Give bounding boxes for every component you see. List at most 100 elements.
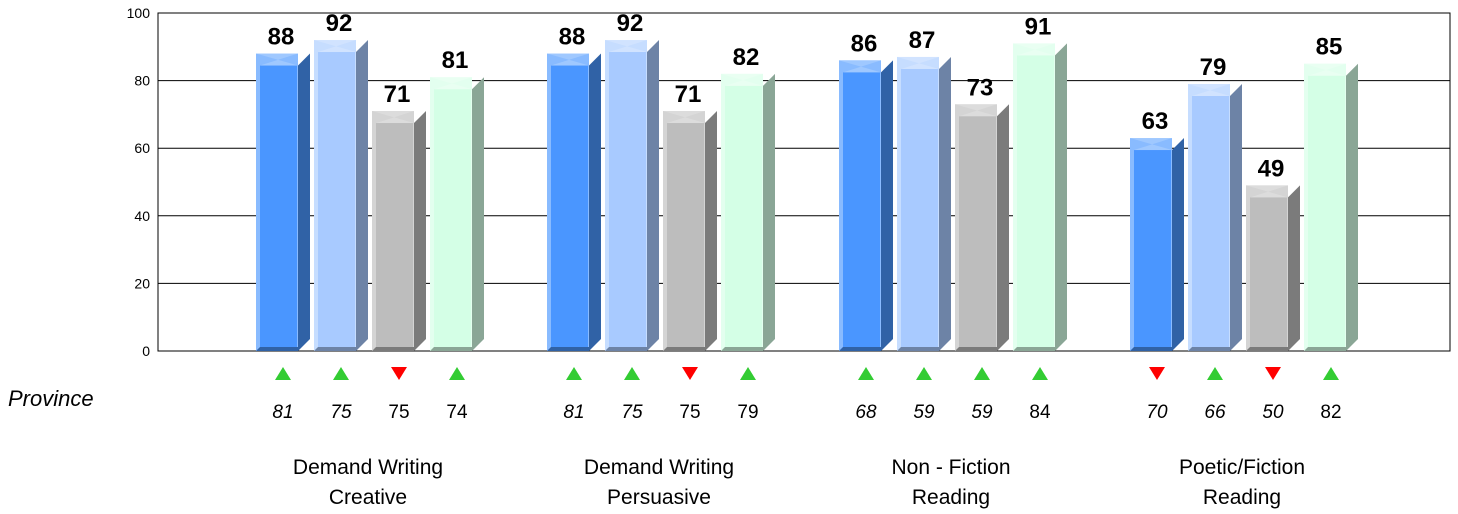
bar-value-label: 92 bbox=[617, 10, 644, 37]
bar-bottom bbox=[663, 347, 705, 351]
bar-side bbox=[1288, 185, 1300, 351]
bar-side bbox=[705, 111, 717, 352]
bar-bottom bbox=[721, 347, 763, 351]
bar bbox=[839, 60, 893, 351]
bar-bottom bbox=[256, 347, 298, 351]
bar-inner bbox=[260, 65, 297, 347]
up-arrow-icon bbox=[916, 367, 932, 380]
province-value: 74 bbox=[446, 402, 468, 423]
bar bbox=[1130, 138, 1184, 351]
bar-side bbox=[472, 77, 484, 351]
down-arrow-icon bbox=[1265, 367, 1281, 380]
up-arrow-icon bbox=[624, 367, 640, 380]
bar-side bbox=[589, 53, 601, 352]
category-label: Persuasive bbox=[607, 486, 711, 509]
bar-value-label: 86 bbox=[851, 30, 878, 57]
bar bbox=[721, 73, 775, 351]
up-arrow-icon bbox=[858, 367, 874, 380]
bar-bevel-top bbox=[547, 53, 589, 66]
category-label: Reading bbox=[912, 486, 990, 509]
bar-bevel-top bbox=[430, 77, 472, 90]
bar bbox=[1188, 83, 1242, 351]
category-label: Creative bbox=[329, 486, 407, 509]
bar-bevel-top bbox=[1304, 63, 1346, 76]
bar bbox=[314, 40, 368, 351]
bar-bottom bbox=[1188, 347, 1230, 351]
bar-inner bbox=[1134, 150, 1171, 347]
bar-bottom bbox=[430, 347, 472, 351]
province-value: 59 bbox=[913, 402, 935, 423]
y-tick-label: 60 bbox=[134, 140, 150, 156]
up-arrow-icon bbox=[449, 367, 465, 380]
province-value: 68 bbox=[855, 402, 877, 423]
province-value: 59 bbox=[971, 402, 993, 423]
bar-value-label: 63 bbox=[1142, 108, 1169, 135]
bar-value-label: 92 bbox=[326, 10, 353, 37]
province-value: 82 bbox=[1320, 402, 1341, 423]
bar-inner bbox=[901, 68, 938, 347]
up-arrow-icon bbox=[1032, 367, 1048, 380]
bar-inner bbox=[1017, 55, 1054, 348]
bar-value-label: 88 bbox=[559, 24, 586, 51]
bar-bottom bbox=[1130, 347, 1172, 351]
down-arrow-icon bbox=[391, 367, 407, 380]
bar-inner bbox=[609, 52, 646, 347]
bar-side bbox=[298, 53, 310, 352]
up-arrow-icon bbox=[974, 367, 990, 380]
bar-bottom bbox=[372, 347, 414, 351]
bar-value-label: 49 bbox=[1258, 155, 1285, 182]
bar-inner bbox=[376, 123, 413, 348]
bar-bevel-top bbox=[1130, 138, 1172, 151]
bar-bottom bbox=[955, 347, 997, 351]
bar-bevel-top bbox=[1188, 83, 1230, 96]
bar-bottom bbox=[605, 347, 647, 351]
bar-side bbox=[997, 104, 1009, 351]
province-value: 79 bbox=[737, 402, 758, 423]
province-value: 75 bbox=[330, 402, 352, 423]
bar bbox=[1246, 185, 1300, 351]
bar-bevel-top bbox=[897, 56, 939, 69]
province-value: 84 bbox=[1029, 402, 1051, 423]
up-arrow-icon bbox=[1323, 367, 1339, 380]
bar-value-label: 71 bbox=[384, 81, 411, 108]
bar-value-label: 79 bbox=[1200, 54, 1227, 81]
y-tick-label: 100 bbox=[127, 5, 151, 21]
y-tick-label: 80 bbox=[134, 73, 150, 89]
bar-side bbox=[1230, 83, 1242, 351]
down-arrow-icon bbox=[682, 367, 698, 380]
bar bbox=[372, 111, 426, 352]
bar-inner bbox=[318, 52, 355, 347]
bar-inner bbox=[1250, 197, 1287, 347]
y-tick-label: 0 bbox=[142, 343, 150, 359]
bar-bevel-top bbox=[1013, 43, 1055, 56]
bar-bevel-top bbox=[256, 53, 298, 66]
y-tick-label: 20 bbox=[134, 275, 150, 291]
bar-side bbox=[356, 40, 368, 351]
bar-bevel-top bbox=[605, 40, 647, 53]
up-arrow-icon bbox=[333, 367, 349, 380]
bar-value-label: 85 bbox=[1316, 34, 1343, 61]
province-value: 75 bbox=[679, 402, 700, 423]
province-value: 75 bbox=[621, 402, 643, 423]
up-arrow-icon bbox=[1207, 367, 1223, 380]
bar-bottom bbox=[1246, 347, 1288, 351]
bar-bevel-top bbox=[955, 104, 997, 117]
bar-value-label: 73 bbox=[967, 74, 994, 101]
bar bbox=[663, 111, 717, 352]
bar-bottom bbox=[547, 347, 589, 351]
up-arrow-icon bbox=[566, 367, 582, 380]
province-value: 70 bbox=[1146, 402, 1168, 423]
bar-side bbox=[881, 60, 893, 351]
bar-value-label: 88 bbox=[268, 24, 295, 51]
bar-inner bbox=[551, 65, 588, 347]
bar bbox=[256, 53, 310, 352]
category-label: Non - Fiction bbox=[891, 456, 1010, 479]
bar-bottom bbox=[1304, 347, 1346, 351]
down-arrow-icon bbox=[1149, 367, 1165, 380]
province-value: 81 bbox=[272, 402, 293, 423]
bar-side bbox=[1346, 63, 1358, 351]
bar-bevel-top bbox=[314, 40, 356, 53]
bar-inner bbox=[434, 89, 471, 347]
bar bbox=[547, 53, 601, 352]
bar-inner bbox=[1308, 75, 1345, 347]
